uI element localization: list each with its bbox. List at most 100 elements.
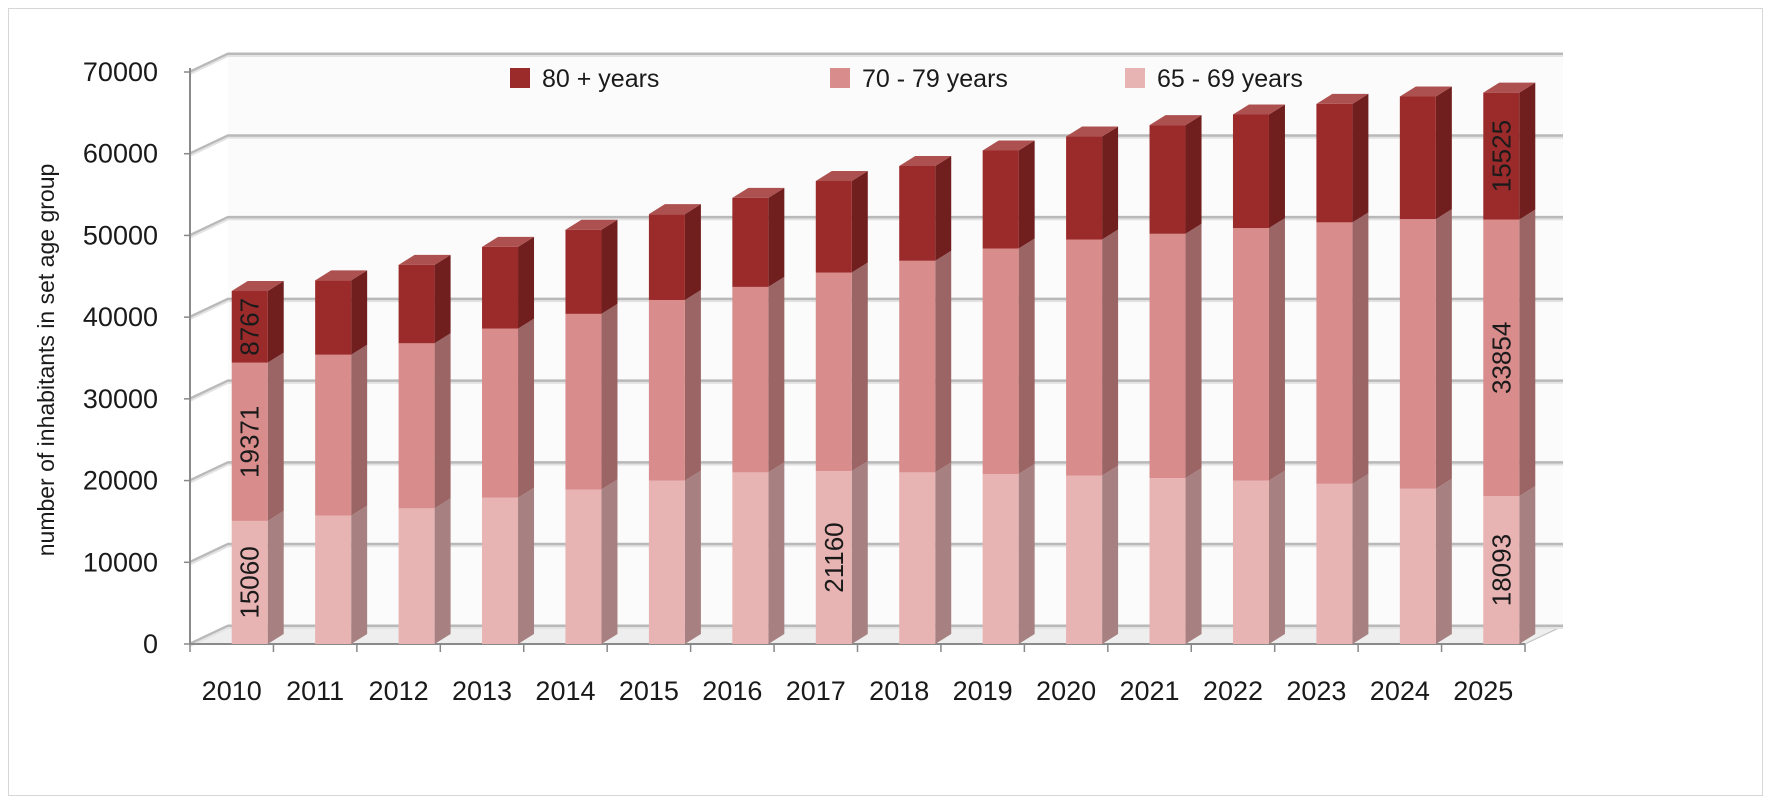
bar-side bbox=[601, 479, 618, 644]
bar-top bbox=[648, 204, 701, 215]
bar-segment bbox=[1066, 229, 1119, 476]
bar-front bbox=[899, 472, 936, 644]
bar-segment bbox=[899, 462, 952, 644]
bar-front bbox=[1066, 136, 1103, 240]
y-tick-label: 50000 bbox=[83, 220, 158, 250]
bar-side bbox=[684, 204, 701, 300]
bar-segment bbox=[1316, 93, 1369, 223]
bar-front bbox=[231, 520, 268, 644]
bar-side bbox=[935, 155, 952, 261]
bar-side bbox=[684, 289, 701, 481]
bar-front bbox=[565, 313, 602, 490]
bar-front bbox=[1232, 480, 1269, 644]
bar-front bbox=[982, 248, 1019, 475]
bar-segment bbox=[398, 254, 451, 344]
bar-side bbox=[1519, 209, 1536, 497]
bar-front bbox=[1066, 475, 1103, 644]
bar-front bbox=[732, 197, 769, 287]
x-tick-label: 2011 bbox=[286, 676, 344, 706]
bar-segment bbox=[315, 344, 368, 516]
bar-segment bbox=[315, 270, 368, 355]
legend-swatch bbox=[1125, 68, 1145, 88]
bar-segment bbox=[1232, 218, 1285, 481]
x-tick-label: 2019 bbox=[953, 676, 1013, 706]
bar-segment bbox=[1316, 473, 1369, 644]
bar-side bbox=[518, 487, 535, 644]
data-label: 19371 bbox=[235, 406, 265, 478]
bar-side bbox=[935, 250, 952, 473]
gridline-shadow bbox=[189, 55, 1563, 75]
bar-top bbox=[1066, 126, 1119, 137]
bar-front bbox=[315, 515, 352, 644]
bar-segment bbox=[1149, 115, 1202, 234]
bar-side bbox=[267, 281, 284, 363]
bar-segment bbox=[1149, 468, 1202, 644]
bar-segment bbox=[1066, 465, 1119, 644]
bar-top bbox=[982, 140, 1035, 151]
bar-side bbox=[1102, 229, 1119, 476]
bar-side bbox=[935, 462, 952, 644]
bar-top bbox=[1316, 93, 1369, 104]
legend-swatch bbox=[510, 68, 530, 88]
bar-segment bbox=[1066, 126, 1119, 240]
bar-front bbox=[482, 246, 519, 329]
x-tick-label: 2024 bbox=[1370, 676, 1430, 706]
x-tick-label: 2018 bbox=[869, 676, 929, 706]
bar-segment bbox=[982, 140, 1035, 249]
bar-side bbox=[1018, 464, 1035, 644]
bar-side bbox=[768, 187, 785, 287]
bar-side bbox=[267, 510, 284, 644]
y-axis-title: number of inhabitants in set age group bbox=[33, 164, 59, 557]
bar-front bbox=[815, 471, 852, 644]
x-tick-label: 2017 bbox=[786, 676, 846, 706]
bar-side bbox=[1435, 86, 1452, 220]
bar-segment bbox=[1399, 86, 1452, 220]
bar-segment bbox=[565, 303, 618, 490]
data-label: 15060 bbox=[235, 546, 265, 618]
bar-side bbox=[1268, 218, 1285, 481]
data-label: 21160 bbox=[819, 522, 849, 592]
x-tick-label: 2020 bbox=[1036, 676, 1096, 706]
bar-top bbox=[1483, 82, 1536, 93]
bar-front bbox=[1149, 125, 1186, 234]
bar-side bbox=[1185, 468, 1202, 644]
bar-side bbox=[1519, 82, 1536, 220]
bar-front bbox=[398, 343, 435, 509]
y-tick-label: 60000 bbox=[83, 139, 158, 169]
bar-side bbox=[601, 219, 618, 314]
bar-side bbox=[601, 303, 618, 490]
bar-segment bbox=[982, 238, 1035, 475]
bar-side bbox=[768, 276, 785, 473]
bar-top bbox=[899, 155, 952, 166]
axes: 0 10000 20000 30000 40000 50000 60000 70000 2010… bbox=[83, 57, 1526, 706]
bar-side bbox=[1185, 223, 1202, 479]
bar-side bbox=[1268, 104, 1285, 229]
bar-side bbox=[1185, 115, 1202, 234]
y-tick-label: 30000 bbox=[83, 384, 158, 414]
back-wall bbox=[228, 54, 1563, 626]
bar-side bbox=[351, 344, 368, 516]
bar-segment bbox=[482, 236, 535, 329]
bar-segment bbox=[1316, 212, 1369, 484]
x-tick-label: 2023 bbox=[1286, 676, 1346, 706]
bar-segment bbox=[1399, 209, 1452, 489]
bar-segment bbox=[648, 470, 701, 644]
bar-front bbox=[482, 497, 519, 644]
bar-front bbox=[1232, 228, 1269, 481]
bar-top bbox=[732, 187, 785, 198]
bar-top bbox=[398, 254, 451, 265]
bar-segment bbox=[732, 187, 785, 287]
bar-side bbox=[1018, 140, 1035, 249]
bar-front bbox=[1232, 114, 1269, 229]
bar-segment bbox=[648, 289, 701, 481]
bar-front bbox=[648, 480, 685, 644]
bar-side bbox=[351, 270, 368, 355]
bar-top bbox=[1149, 115, 1202, 126]
bar-top bbox=[231, 281, 284, 292]
bar-side bbox=[434, 333, 451, 509]
data-label: 18093 bbox=[1486, 534, 1516, 606]
y-tick-label: 0 bbox=[143, 629, 158, 659]
bar-front bbox=[398, 508, 435, 644]
bar-side bbox=[1435, 478, 1452, 644]
bar-front bbox=[1316, 483, 1353, 644]
